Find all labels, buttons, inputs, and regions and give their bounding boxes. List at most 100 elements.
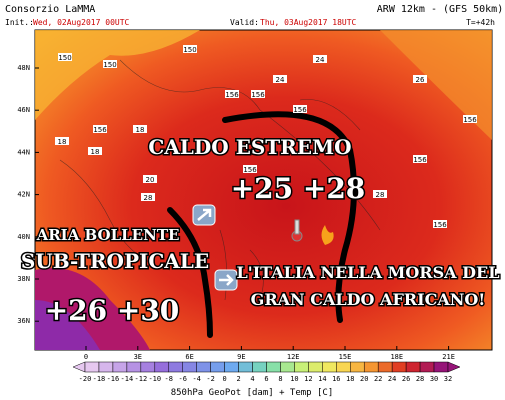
- colorbar-tick-label: -6: [179, 375, 187, 383]
- colorbar-tick-label: 32: [444, 375, 452, 383]
- colorbar-tick-label: 2: [236, 375, 240, 383]
- colorbar-tick-label: 24: [388, 375, 396, 383]
- lat-label: 44N: [17, 148, 30, 156]
- colorbar-cell: [350, 361, 365, 373]
- contour-label: 156: [413, 156, 427, 164]
- map-background: [34, 29, 493, 351]
- colorbar-tick-label: 16: [332, 375, 340, 383]
- contour-label-box: [293, 105, 307, 113]
- colorbar-cell: [336, 361, 351, 373]
- colorbar-tick-label: 4: [250, 375, 254, 383]
- contour-label-box: [413, 155, 427, 163]
- colorbar-cell: [391, 361, 407, 373]
- colorbar-cell: [266, 361, 281, 373]
- colorbar-cell: [419, 361, 435, 373]
- colorbar-tick-label: -2: [206, 375, 214, 383]
- contour-label-box: [251, 90, 265, 98]
- colorbar-cell: [84, 361, 100, 373]
- contour-label-box: [133, 125, 147, 133]
- left-line: SUB-TROPICALE: [21, 249, 209, 273]
- colorbar-cell: [182, 361, 197, 373]
- right-line: L'ITALIA NELLA MORSA DEL: [237, 263, 500, 282]
- contour-label-box: [433, 220, 447, 228]
- colorbar-tick-label: 20: [360, 375, 368, 383]
- colorbar-tick-label: -20: [79, 375, 92, 383]
- lon-label: 0: [84, 353, 88, 361]
- contour-label-box: [243, 165, 257, 173]
- colorbar-cell: [238, 361, 253, 373]
- colorbar-tick-label: -4: [192, 375, 200, 383]
- valid-time: Thu, 03Aug2017 18UTC: [260, 18, 357, 27]
- colorbar-tick-label: 28: [416, 375, 424, 383]
- contour-label: 156: [243, 166, 257, 174]
- colorbar-cell: [252, 361, 267, 373]
- contour-label: 24: [276, 76, 285, 84]
- contour-label: 156: [93, 126, 107, 134]
- colorbar-cell: [196, 361, 211, 373]
- lead-time: T=+42h: [466, 18, 495, 27]
- colorbar-cell: [363, 361, 379, 373]
- contour-label: 18: [58, 138, 67, 146]
- contour-label-box: [313, 55, 327, 63]
- contour-label: 156: [251, 91, 265, 99]
- contour-label-box: [225, 90, 239, 98]
- lon-label: 3E: [134, 353, 142, 361]
- contour-label: 20: [146, 176, 155, 184]
- contour-label: 150: [58, 54, 71, 62]
- lon-label: 15E: [339, 353, 352, 361]
- fire-icon: [321, 225, 334, 245]
- arrow-glyph: [219, 274, 234, 286]
- center-range: +25 +28: [231, 172, 366, 205]
- contour-label-box: [103, 60, 117, 68]
- colorbar-tick-label: -10: [148, 375, 161, 383]
- colorbar-cell: [308, 361, 323, 373]
- lat-label: 40N: [17, 233, 30, 241]
- ridge-line: [222, 111, 357, 323]
- contour-label-box: [88, 147, 102, 155]
- lon-label: 21E: [442, 353, 455, 361]
- lon-label: 6E: [185, 353, 193, 361]
- colorbar-cell: [280, 361, 295, 373]
- contour-label: 156: [433, 221, 447, 229]
- colorbar-tick-label: 12: [304, 375, 312, 383]
- init-label: Init.:: [5, 18, 34, 27]
- colorbar-cell: [126, 361, 142, 373]
- contour-label-box: [55, 137, 69, 145]
- colorbar-cell: [294, 361, 309, 373]
- arrow-glyph: [197, 208, 212, 221]
- lat-label: 36N: [17, 317, 30, 325]
- colorbar-cell: [168, 361, 183, 373]
- colorbar-tick-label: 30: [430, 375, 438, 383]
- lat-label: 42N: [17, 191, 30, 199]
- colorbar-tick-label: 18: [346, 375, 354, 383]
- ridge-line: [167, 207, 213, 338]
- colorbar-cell: [377, 361, 393, 373]
- colorbar-cell: [210, 361, 225, 373]
- contour-label: 24: [316, 56, 325, 64]
- model: ARW 12km - (GFS 50km): [377, 4, 503, 15]
- colorbar-tick-label: -8: [165, 375, 173, 383]
- lat-label: 46N: [17, 106, 30, 114]
- source: Consorzio LaMMA: [5, 4, 95, 15]
- colorbar-cell: [140, 361, 156, 373]
- headline: CALDO ESTREMO: [148, 135, 351, 159]
- lon-label: 12E: [287, 353, 300, 361]
- lon-label: 18E: [390, 353, 403, 361]
- contour-label-box: [58, 53, 72, 61]
- contour-label: 156: [225, 91, 239, 99]
- contour-label: 28: [144, 194, 153, 202]
- colorbar-tick-label: -14: [121, 375, 134, 383]
- colorbar-tick-label: 14: [318, 375, 326, 383]
- lon-label: 9E: [237, 353, 245, 361]
- colorbar-tick-label: 10: [290, 375, 298, 383]
- colorbar-tick-label: 0: [223, 375, 227, 383]
- contour-label: 150: [183, 46, 196, 54]
- colorbar-tick-label: 26: [402, 375, 410, 383]
- colorbar-cell: [98, 361, 114, 373]
- cool-zone: [35, 30, 200, 120]
- right-line: GRAN CALDO AFRICANO!: [251, 290, 486, 309]
- colorbar-tick-label: 8: [278, 375, 282, 383]
- colorbar-tick-label: -12: [135, 375, 148, 383]
- valid-label: Valid:: [230, 18, 259, 27]
